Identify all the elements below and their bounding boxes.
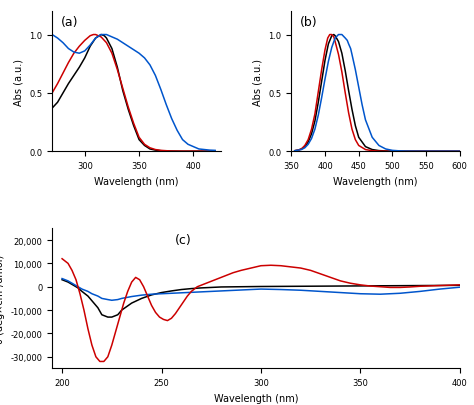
X-axis label: Wavelength (nm): Wavelength (nm) [333,176,418,186]
Y-axis label: Abs (a.u.): Abs (a.u.) [253,59,263,105]
Y-axis label: θ (deg×cm²/dmol): θ (deg×cm²/dmol) [0,254,5,343]
Y-axis label: Abs (a.u.): Abs (a.u.) [14,59,24,105]
X-axis label: Wavelength (nm): Wavelength (nm) [94,176,179,186]
Text: (a): (a) [61,16,78,29]
Text: (b): (b) [300,16,318,29]
X-axis label: Wavelength (nm): Wavelength (nm) [214,393,298,403]
Text: (c): (c) [174,233,191,246]
